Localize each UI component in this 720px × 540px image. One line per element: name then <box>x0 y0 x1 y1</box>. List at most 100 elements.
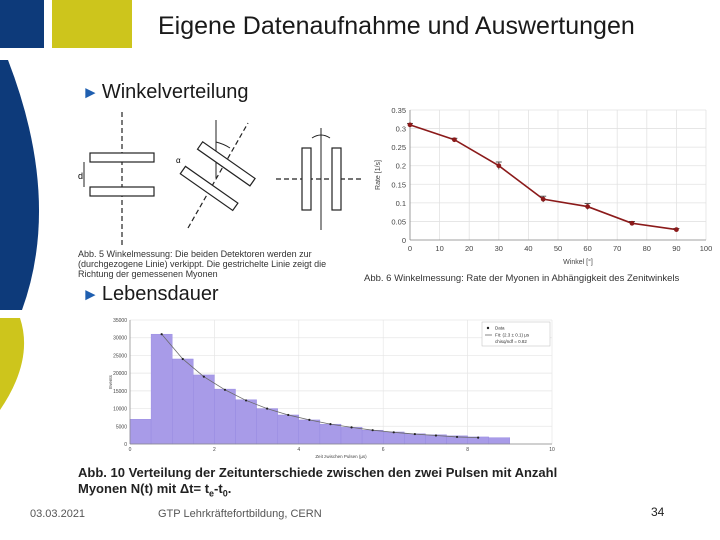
legend-box <box>481 321 551 347</box>
y-tick-label: 0 <box>402 236 406 245</box>
dashed-diagonal-line <box>187 122 249 229</box>
data-point <box>223 388 227 391</box>
x-tick-label: 4 <box>297 447 300 453</box>
y-tick-label: 25000 <box>113 353 127 359</box>
top-angle-arc <box>311 134 331 139</box>
histogram-bar <box>256 408 278 445</box>
x-tick-label: 40 <box>524 244 532 253</box>
slide-title: Eigene Datenaufnahme und Auswertungen <box>158 12 635 40</box>
tilted-detector-top <box>196 140 256 187</box>
histogram-bar <box>383 431 405 445</box>
data-point <box>287 413 290 417</box>
x-tick-label: 30 <box>495 244 503 253</box>
caption-abb10-end: . <box>227 481 232 496</box>
x-axis-label: Winkel [°] <box>563 258 593 266</box>
y-tick-label: 0.25 <box>391 143 406 152</box>
bullet-winkelverteilung: ► Winkelverteilung <box>82 81 249 104</box>
data-point <box>350 426 353 429</box>
bullet-arrow-icon: ► <box>82 285 99 304</box>
y-tick-label: 0.2 <box>396 162 406 171</box>
x-tick-label: 8 <box>466 447 469 453</box>
caption-abb10-line2: Myonen N(t) mit Δt= te-t0. <box>78 481 231 502</box>
footer-date: 03.03.2021 <box>30 508 86 520</box>
rate-chart: 0 0.05 0.1 0.15 0.2 0.25 0.3 0.35 0 10 20 30 40 50 60 7… <box>375 106 713 266</box>
histogram-bar <box>340 427 363 445</box>
vertical-detector-right <box>331 147 342 211</box>
data-point <box>585 204 590 209</box>
x-axis-label: Zeit zwischen Pulsen (µs) <box>315 454 367 459</box>
x-tick-label: 60 <box>583 244 591 253</box>
x-tick-label: 0 <box>408 244 412 253</box>
histogram-bar <box>193 374 215 445</box>
detector-top <box>89 152 155 163</box>
x-tick-label: 20 <box>465 244 473 253</box>
series-line <box>409 124 677 231</box>
histogram-bar <box>171 358 194 445</box>
y-tick-label: 35000 <box>113 318 127 324</box>
histogram-bar <box>214 388 236 445</box>
caption-abb10-text: Myonen N(t) mit Δt= t <box>78 481 210 496</box>
caption-abb5: Abb. 5 Winkelmessung: Die beiden Detekto… <box>78 249 327 279</box>
y-tick-label: 30000 <box>113 336 127 342</box>
y-axis-label: Rate [1/s] <box>375 160 382 190</box>
data-point <box>244 399 248 402</box>
fit-curve <box>161 333 479 439</box>
subscript-0: 0 <box>222 488 228 499</box>
tilted-detector-bottom <box>179 165 239 212</box>
caption-abb10-mid: -t <box>214 481 223 496</box>
left-blue-swoosh <box>0 60 40 410</box>
data-point <box>455 435 459 439</box>
histogram-bar <box>277 414 299 445</box>
bullet-text: Winkelverteilung <box>101 81 249 103</box>
data-point <box>160 333 163 336</box>
data-point <box>329 423 332 426</box>
data-point <box>452 137 457 143</box>
x-tick-label: 70 <box>613 244 621 253</box>
y-axis-label: Events <box>108 374 113 389</box>
data-point <box>181 357 184 361</box>
y-tick-label: 0.35 <box>391 106 406 115</box>
data-point <box>266 407 269 410</box>
y-tick-label: 0.15 <box>391 180 406 189</box>
y-tick-label: 0.1 <box>396 199 406 208</box>
x-tick-label: 0 <box>129 447 132 453</box>
caption-abb6: Abb. 6 Winkelmessung: Rate der Myonen in… <box>364 273 680 284</box>
data-point <box>540 196 546 202</box>
data-point <box>629 220 635 226</box>
subscript-e: e <box>209 488 215 499</box>
x-tick-label: 80 <box>643 244 651 253</box>
data-point <box>371 429 374 432</box>
bullet-text: Lebensdauer <box>101 283 219 305</box>
histogram-bar <box>298 419 321 445</box>
distance-label: d <box>78 171 83 181</box>
histogram-bar <box>235 399 257 445</box>
x-tick-label: 50 <box>554 244 562 253</box>
data-point <box>308 418 311 422</box>
y-tick-label: 10000 <box>113 407 127 413</box>
x-tick-label: 2 <box>213 447 216 453</box>
y-tick-label: 5000 <box>116 424 127 430</box>
header-yellow-block <box>52 0 132 48</box>
x-tick-label: 10 <box>549 447 555 453</box>
footer-organization: GTP Lehrkräftefortbildung, CERN <box>158 508 322 520</box>
histogram-bar <box>404 433 426 445</box>
data-point <box>202 375 205 378</box>
bullet-arrow-icon: ► <box>82 83 99 102</box>
page-number: 34 <box>651 505 665 519</box>
x-tick-label: 90 <box>672 244 680 253</box>
data-point <box>413 432 416 436</box>
y-tick-label: 0 <box>124 442 127 448</box>
legend-entry: Data <box>495 326 505 331</box>
caption-abb10-line1: Abb. 10 Verteilung der Zeitunterschiede … <box>78 465 558 480</box>
x-tick-label: 6 <box>382 447 385 453</box>
angle-label: α <box>176 156 181 165</box>
y-tick-label: 20000 <box>113 371 127 377</box>
detector-diagram: d α <box>78 112 361 246</box>
data-point <box>477 436 480 439</box>
x-tick-label: 100 <box>700 244 713 253</box>
data-point <box>496 163 502 169</box>
y-tick-label: 0.3 <box>396 125 406 134</box>
y-tick-label: 15000 <box>113 389 127 395</box>
histogram-bar <box>150 333 173 445</box>
legend-entry: chisq/ndf = 0.82 <box>495 339 527 344</box>
